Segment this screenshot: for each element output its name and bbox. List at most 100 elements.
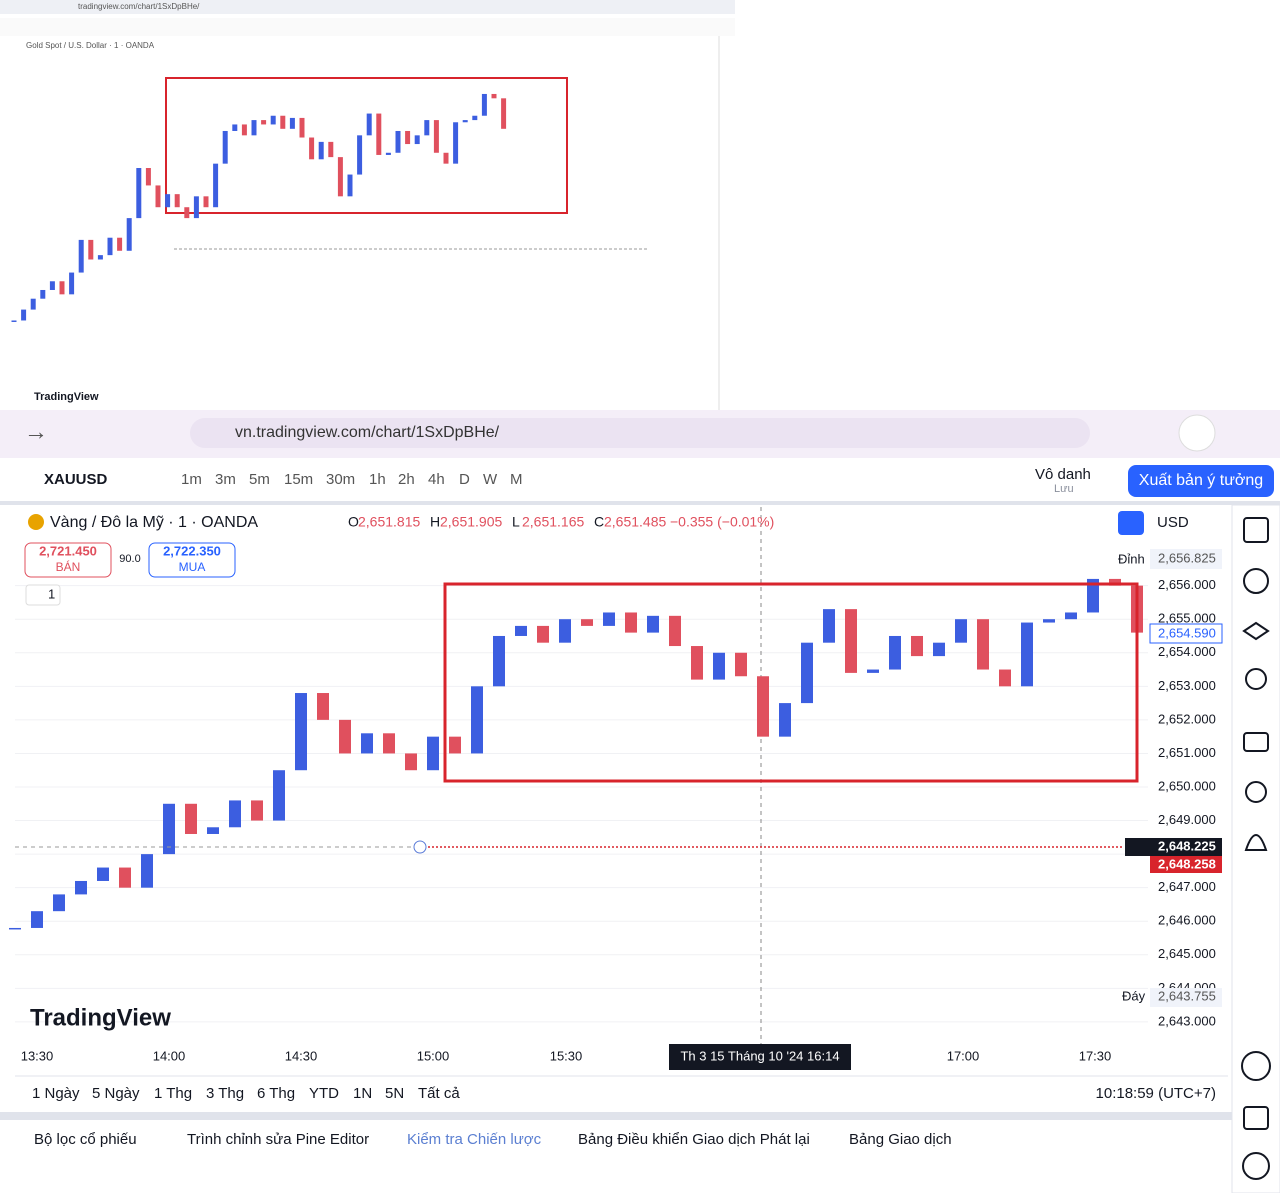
candle [155,185,161,208]
publish-label: Xuất bản ý tưởng [1139,472,1263,489]
profile[interactable] [1178,414,1216,452]
interval[interactable]: M [510,471,523,488]
interval[interactable]: 30m [326,471,355,488]
range-button[interactable]: Tất cả [418,1085,460,1102]
candle [273,770,285,821]
candle [691,646,703,680]
candle [366,113,372,136]
account[interactable]: Vô danh [1035,466,1091,483]
x-tick-label: 14:00 [153,1048,186,1063]
candle [462,120,468,123]
publish-button[interactable] [1128,465,1274,497]
address-bar[interactable] [190,418,1090,448]
range-button[interactable]: 1 Thg [154,1085,192,1102]
streams-icon[interactable] [1245,781,1267,803]
candle [222,130,228,164]
y-tick-label: 2,656.000 [1158,577,1216,592]
notifications-icon[interactable] [1244,834,1268,851]
candle [385,152,391,155]
candle [280,115,286,129]
candle [625,612,637,633]
sell-button[interactable] [24,542,112,578]
candle [501,98,507,129]
buy-label: MUA [179,560,206,574]
candle [1065,612,1077,620]
calendar-icon[interactable] [1243,1106,1269,1130]
ohlc-key: L [512,514,520,530]
candle [193,196,199,219]
currency-toggle[interactable] [1118,511,1144,535]
panel-tab[interactable]: Bộ lọc cổ phiếu [34,1131,137,1148]
candle [174,194,180,208]
y-tick-label: 2,647.000 [1158,879,1216,894]
chat-icon[interactable] [1243,732,1269,752]
panel-tab[interactable]: Kiểm tra Chiến lược [407,1131,542,1148]
account-sub: Lưu [1054,483,1074,495]
collapse-button[interactable] [25,584,61,606]
buy-button[interactable] [148,542,236,578]
interval[interactable]: D [459,471,470,488]
range-button[interactable]: 1 Ngày [32,1085,80,1102]
support-icon[interactable] [1242,1152,1270,1180]
interval[interactable]: 4h [428,471,445,488]
interval[interactable]: 2h [398,471,415,488]
help-icon[interactable] [1241,1051,1271,1081]
range-button[interactable]: 6 Thg [257,1085,295,1102]
candle [779,703,791,737]
high-price: 2,656.825 [1158,550,1216,565]
back-icon[interactable]: → [24,418,48,445]
layers-icon[interactable] [1242,621,1270,641]
panel-tab[interactable]: Trình chỉnh sửa Pine Editor [187,1131,369,1148]
range-button[interactable]: YTD [309,1085,339,1102]
symbol[interactable]: XAUUSD [44,471,108,488]
interval[interactable]: 15m [284,471,313,488]
line-handle[interactable] [413,840,427,854]
interval[interactable]: 3m [215,471,236,488]
watchlist-icon[interactable] [1243,517,1269,543]
range-button[interactable]: 1N [353,1085,372,1102]
ohlc-value: 2,651.485 [604,514,666,530]
ohlc-value: 2,651.165 [522,514,584,530]
low-box [1150,988,1222,1007]
candle [405,130,411,145]
range-button[interactable]: 5N [385,1085,404,1102]
interval[interactable]: 1m [181,471,202,488]
toolbar [0,460,1280,502]
last-price: 2,654.590 [1158,625,1216,640]
change: −0.355 (−0.01%) [670,514,774,530]
candle [53,894,65,912]
panel-tab[interactable]: Bảng Điều khiển Giao dịch Phát lại [578,1131,810,1148]
candle [669,615,681,647]
candle [757,676,769,737]
sidebar-icons [1241,517,1271,1180]
interval[interactable]: 5m [249,471,270,488]
candle [603,612,615,626]
candle [251,120,257,136]
chart-pane [15,507,1228,1075]
crosshair-time-box [669,1044,851,1070]
y-tick-label: 2,646.000 [1158,913,1216,928]
ohlc-value: 2,651.815 [358,514,420,530]
candle [309,137,315,160]
candle [405,753,417,771]
candle [185,803,197,834]
panel-tab[interactable]: Bảng Giao dịch [849,1131,952,1148]
sell-label: BÁN [56,559,81,574]
ideas-icon[interactable] [1245,668,1267,690]
spread: 90.0 [119,553,140,565]
range-button[interactable]: 3 Thg [206,1085,244,1102]
range-button[interactable]: 5 Ngày [92,1085,140,1102]
candle [49,281,55,290]
y-tick-label: 2,651.000 [1158,745,1216,760]
thumb-toolbar [0,18,735,36]
candle [261,120,267,125]
highlight-box [443,582,1139,783]
y-tick-label: 2,643.000 [1158,1013,1216,1028]
candle [78,239,84,273]
interval[interactable]: W [483,471,498,488]
candle [97,255,103,260]
alerts-icon[interactable] [1243,568,1269,594]
interval[interactable]: 1h [369,471,386,488]
currency[interactable]: USD [1157,514,1189,531]
candle [581,619,593,626]
